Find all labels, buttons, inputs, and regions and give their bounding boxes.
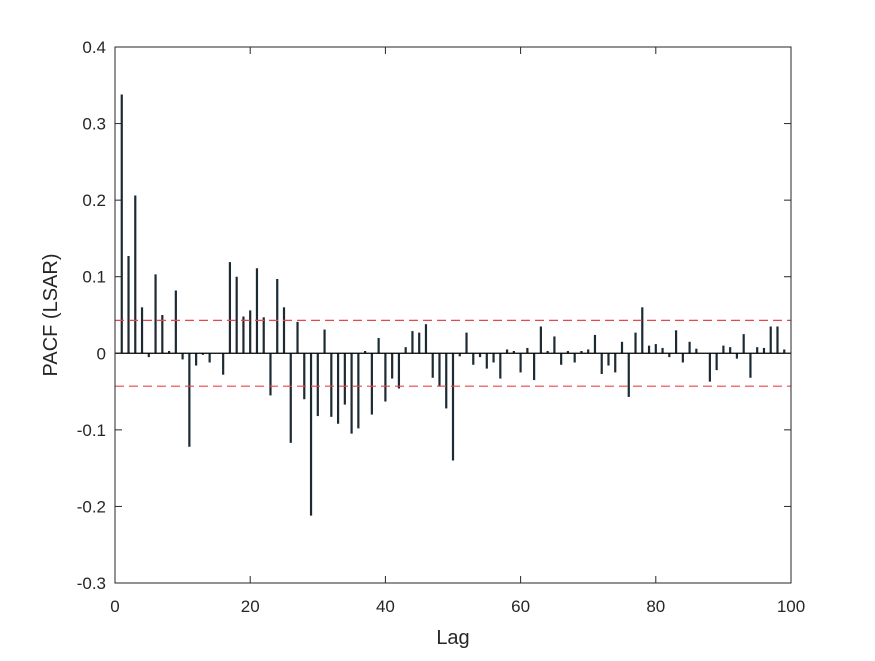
x-axis-label: Lag (436, 627, 469, 649)
y-tick-label-4: 0.1 (82, 268, 106, 287)
y-tick-label-2: -0.1 (77, 421, 106, 440)
y-tick-label-3: 0 (97, 344, 106, 363)
plot-frame (114, 46, 792, 584)
x-tick-label-20: 20 (241, 597, 260, 616)
y-axis-label: PACF (LSAR) (40, 254, 62, 377)
y-tick-label-6: 0.3 (82, 115, 106, 134)
y-tick-label-1: -0.2 (77, 497, 106, 516)
confidence-bounds-layer (115, 319, 791, 387)
stems-layer (120, 94, 786, 516)
x-tick-label-0: 0 (110, 597, 119, 616)
x-tick-label-80: 80 (646, 597, 665, 616)
y-tick-label-7: 0.4 (82, 38, 106, 57)
x-tick-label-60: 60 (511, 597, 530, 616)
ticks-layer: 0 20 40 60 80 100 -0.3 -0.2 -0.1 0 0.1 0.2 0.3 0.4 (77, 38, 805, 616)
y-tick-label-0: -0.3 (77, 574, 106, 593)
y-tick-label-5: 0.2 (82, 191, 106, 210)
x-tick-label-100: 100 (777, 597, 805, 616)
axes-layer (114, 46, 792, 584)
x-tick-label-40: 40 (376, 597, 395, 616)
